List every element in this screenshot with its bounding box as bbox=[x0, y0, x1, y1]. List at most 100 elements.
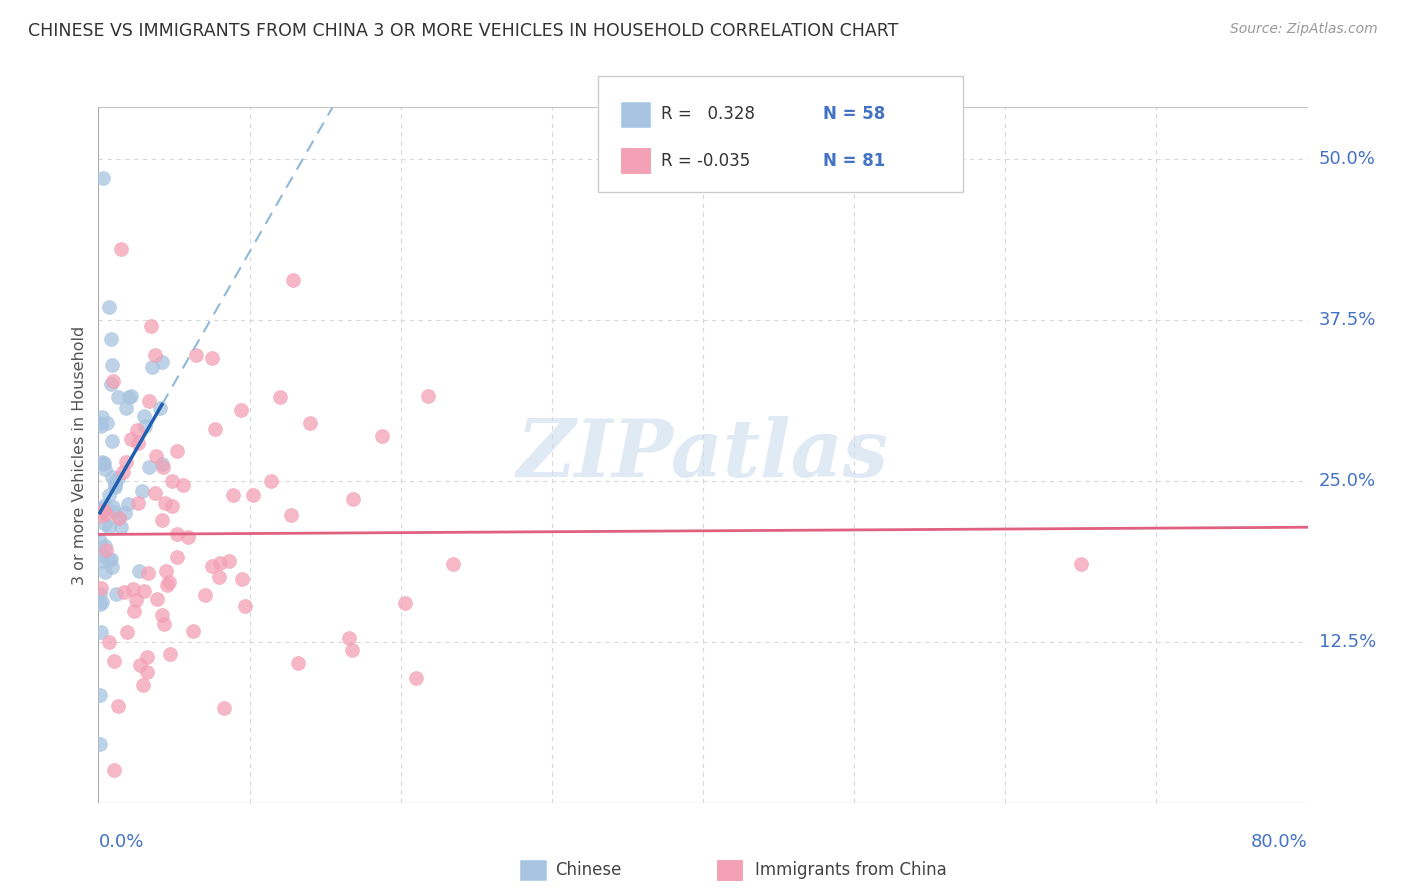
Point bbox=[152, 459, 174, 474]
Point bbox=[120, 389, 142, 403]
Point bbox=[103, 654, 125, 668]
Point bbox=[260, 474, 283, 488]
Point bbox=[104, 475, 127, 490]
Point bbox=[94, 499, 117, 513]
Point bbox=[100, 470, 122, 484]
Point bbox=[280, 508, 302, 523]
Point bbox=[148, 401, 170, 416]
Point bbox=[100, 332, 122, 346]
Point bbox=[166, 527, 188, 541]
Point bbox=[159, 647, 181, 661]
Point bbox=[157, 575, 180, 590]
Point bbox=[242, 488, 264, 502]
Point bbox=[89, 587, 111, 601]
Point bbox=[91, 457, 114, 471]
Point bbox=[90, 418, 112, 433]
Point bbox=[103, 764, 125, 778]
Point bbox=[90, 409, 112, 424]
Point bbox=[150, 607, 173, 622]
Point bbox=[156, 578, 179, 592]
Point bbox=[91, 595, 114, 609]
Point bbox=[141, 319, 163, 334]
Point bbox=[153, 496, 176, 510]
Point bbox=[134, 583, 156, 598]
Point bbox=[93, 503, 115, 517]
Point bbox=[136, 665, 159, 679]
Point bbox=[128, 564, 150, 578]
Point bbox=[94, 516, 117, 531]
Point bbox=[138, 393, 160, 408]
Point bbox=[146, 591, 169, 606]
Point bbox=[104, 505, 127, 519]
Point bbox=[299, 416, 322, 430]
Point bbox=[91, 548, 114, 562]
Point bbox=[204, 422, 226, 436]
Point bbox=[201, 351, 224, 366]
Text: R = -0.035: R = -0.035 bbox=[661, 152, 749, 169]
Y-axis label: 3 or more Vehicles in Household: 3 or more Vehicles in Household bbox=[72, 326, 87, 584]
Point bbox=[208, 570, 231, 584]
Point bbox=[108, 510, 131, 524]
Point bbox=[127, 436, 149, 450]
Point bbox=[184, 348, 207, 362]
Point bbox=[101, 434, 124, 448]
Point bbox=[150, 513, 173, 527]
Point bbox=[218, 554, 240, 568]
Point bbox=[89, 688, 111, 702]
Point bbox=[132, 678, 155, 692]
Point bbox=[283, 273, 305, 287]
Point bbox=[93, 462, 115, 476]
Point bbox=[134, 419, 156, 434]
Point bbox=[145, 449, 167, 463]
Point bbox=[96, 508, 118, 522]
Point bbox=[127, 423, 149, 437]
Point bbox=[160, 499, 183, 513]
Point bbox=[90, 581, 112, 595]
Point bbox=[194, 588, 217, 602]
Point bbox=[89, 738, 111, 752]
Point bbox=[138, 460, 160, 475]
Text: 12.5%: 12.5% bbox=[1319, 632, 1376, 651]
Text: Immigrants from China: Immigrants from China bbox=[755, 861, 946, 879]
Point bbox=[94, 543, 117, 558]
Point bbox=[103, 375, 125, 389]
Text: N = 58: N = 58 bbox=[823, 105, 884, 123]
Point bbox=[150, 458, 173, 472]
Point bbox=[231, 573, 253, 587]
Point bbox=[166, 550, 188, 565]
Text: 80.0%: 80.0% bbox=[1251, 833, 1308, 851]
Point bbox=[135, 650, 157, 665]
Point bbox=[110, 242, 132, 256]
Point bbox=[117, 497, 139, 511]
Point bbox=[115, 624, 138, 639]
Point bbox=[93, 539, 115, 553]
Point bbox=[101, 500, 124, 514]
Point bbox=[121, 432, 143, 446]
Point bbox=[89, 508, 111, 523]
Text: 25.0%: 25.0% bbox=[1319, 472, 1376, 490]
Point bbox=[107, 471, 129, 485]
Point bbox=[441, 557, 464, 571]
Point bbox=[104, 477, 127, 491]
Point bbox=[97, 553, 120, 567]
Point bbox=[269, 390, 291, 404]
Point bbox=[337, 631, 360, 645]
Point bbox=[129, 657, 152, 672]
Point bbox=[104, 480, 127, 494]
Point bbox=[416, 389, 439, 403]
Text: CHINESE VS IMMIGRANTS FROM CHINA 3 OR MORE VEHICLES IN HOUSEHOLD CORRELATION CHA: CHINESE VS IMMIGRANTS FROM CHINA 3 OR MO… bbox=[28, 22, 898, 40]
Text: R =   0.328: R = 0.328 bbox=[661, 105, 755, 123]
Point bbox=[90, 624, 112, 639]
Point bbox=[89, 416, 111, 430]
Text: 0.0%: 0.0% bbox=[98, 833, 143, 851]
Point bbox=[107, 390, 129, 404]
Point bbox=[233, 599, 256, 613]
Point bbox=[143, 485, 166, 500]
Point bbox=[100, 560, 122, 574]
Point bbox=[150, 355, 173, 369]
Point bbox=[231, 403, 253, 417]
Point bbox=[114, 506, 136, 520]
Point bbox=[121, 582, 143, 597]
Point bbox=[89, 534, 111, 549]
Point bbox=[342, 492, 364, 507]
